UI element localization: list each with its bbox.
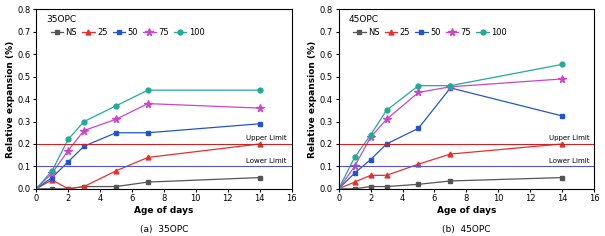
50 <box>65 160 72 163</box>
75 <box>335 187 342 190</box>
75 <box>48 172 56 175</box>
Line: 75: 75 <box>335 75 566 193</box>
50 <box>33 187 40 190</box>
75 <box>33 187 40 190</box>
25 <box>446 153 454 156</box>
Text: Upper Limit: Upper Limit <box>246 135 287 141</box>
75 <box>144 102 151 105</box>
Text: 45OPC: 45OPC <box>349 15 379 24</box>
Line: 100: 100 <box>336 62 564 191</box>
25 <box>415 163 422 166</box>
50 <box>367 158 374 161</box>
100 <box>383 109 390 112</box>
NS <box>558 176 566 179</box>
Text: Upper Limit: Upper Limit <box>549 135 589 141</box>
100 <box>33 187 40 190</box>
Line: NS: NS <box>336 175 564 191</box>
25 <box>48 178 56 181</box>
100 <box>558 63 566 66</box>
NS <box>144 181 151 184</box>
NS <box>48 187 56 190</box>
75 <box>415 91 422 94</box>
75 <box>113 118 120 121</box>
50 <box>415 127 422 130</box>
Y-axis label: Relative expansion (%): Relative expansion (%) <box>5 41 15 158</box>
Text: Lower Limit: Lower Limit <box>246 158 287 164</box>
50 <box>558 114 566 117</box>
25 <box>351 181 358 184</box>
75 <box>256 107 263 110</box>
50 <box>383 143 390 145</box>
Text: (a)  35OPC: (a) 35OPC <box>140 225 188 234</box>
25 <box>33 187 40 190</box>
100 <box>65 138 72 141</box>
25 <box>80 185 88 188</box>
50 <box>256 122 263 125</box>
Line: 100: 100 <box>34 88 262 191</box>
NS <box>80 185 88 188</box>
100 <box>48 169 56 172</box>
Y-axis label: Relative expansion (%): Relative expansion (%) <box>308 41 317 158</box>
Line: 50: 50 <box>336 85 564 191</box>
X-axis label: Age of days: Age of days <box>437 206 496 215</box>
100 <box>256 89 263 92</box>
100 <box>80 120 88 123</box>
75 <box>558 77 566 80</box>
NS <box>113 185 120 188</box>
25 <box>65 187 72 190</box>
50 <box>80 145 88 148</box>
X-axis label: Age of days: Age of days <box>134 206 194 215</box>
50 <box>113 131 120 134</box>
100 <box>335 187 342 190</box>
75 <box>80 129 88 132</box>
Line: NS: NS <box>34 175 262 191</box>
50 <box>144 131 151 134</box>
100 <box>113 104 120 107</box>
NS <box>351 187 358 190</box>
25 <box>256 143 263 145</box>
50 <box>446 86 454 89</box>
75 <box>351 165 358 168</box>
100 <box>144 89 151 92</box>
25 <box>367 174 374 177</box>
NS <box>415 183 422 186</box>
NS <box>446 180 454 182</box>
Text: (b)  45OPC: (b) 45OPC <box>442 225 491 234</box>
100 <box>367 134 374 136</box>
25 <box>113 169 120 172</box>
Line: 25: 25 <box>34 142 262 191</box>
50 <box>351 172 358 175</box>
NS <box>33 187 40 190</box>
25 <box>558 143 566 145</box>
NS <box>335 187 342 190</box>
75 <box>446 85 454 88</box>
Line: 25: 25 <box>336 142 564 191</box>
75 <box>383 118 390 121</box>
25 <box>335 187 342 190</box>
NS <box>256 176 263 179</box>
NS <box>65 187 72 190</box>
Line: 75: 75 <box>32 100 264 193</box>
Line: 50: 50 <box>34 121 262 191</box>
Legend: NS, 25, 50, 75, 100: NS, 25, 50, 75, 100 <box>353 28 507 37</box>
25 <box>383 174 390 177</box>
75 <box>367 136 374 139</box>
Text: 35OPC: 35OPC <box>47 15 76 24</box>
Legend: NS, 25, 50, 75, 100: NS, 25, 50, 75, 100 <box>51 28 204 37</box>
75 <box>65 149 72 152</box>
Text: Lower Limit: Lower Limit <box>549 158 589 164</box>
NS <box>383 185 390 188</box>
50 <box>48 176 56 179</box>
NS <box>367 185 374 188</box>
100 <box>351 156 358 159</box>
50 <box>335 187 342 190</box>
100 <box>446 84 454 87</box>
25 <box>144 156 151 159</box>
100 <box>415 84 422 87</box>
